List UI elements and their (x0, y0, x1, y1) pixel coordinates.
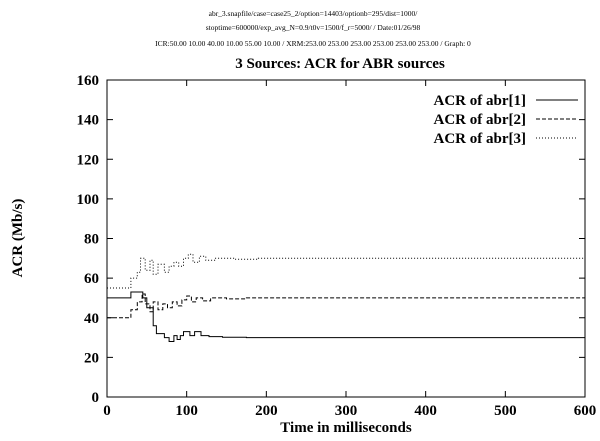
legend-label-abr-2: ACR of abr[2] (434, 112, 526, 128)
y-tick-label-140: 140 (77, 113, 100, 129)
series-lines (107, 253, 585, 342)
series-line-abr-3 (107, 253, 585, 289)
x-axis-label: Time in milliseconds (280, 420, 412, 436)
header-line-3: ICR:50.00 10.00 40.00 10.00 55.00 10.00 … (155, 39, 471, 48)
axis-ticks: 0 100 200 300 400 500 600 0 20 40 60 80 100 120 140 160 (77, 73, 597, 419)
header-line-1: abr_3.snapfile/case=case25_2/option=1440… (209, 9, 419, 18)
series-line-abr-1 (107, 291, 585, 342)
y-tick-label-60: 60 (84, 271, 99, 287)
chart-title: 3 Sources: ACR for ABR sources (235, 56, 445, 72)
header-line-2: stoptime=600000/exp_avg_N=0.9/t0v=1500/f… (206, 23, 421, 32)
y-tick-label-80: 80 (84, 232, 99, 248)
x-tick-label-500: 500 (494, 403, 517, 419)
x-tick-label-0: 0 (103, 403, 111, 419)
legend-label-abr-3: ACR of abr[3] (434, 131, 526, 147)
y-tick-label-100: 100 (77, 192, 100, 208)
legend: ACR of abr[1] ACR of abr[2] ACR of abr[3] (434, 93, 578, 147)
series-line-abr-2 (107, 293, 585, 319)
y-tick-label-20: 20 (84, 350, 99, 366)
y-tick-label-0: 0 (92, 390, 100, 406)
x-tick-label-300: 300 (335, 403, 358, 419)
x-tick-label-200: 200 (255, 403, 278, 419)
x-tick-label-400: 400 (414, 403, 437, 419)
y-tick-label-40: 40 (84, 311, 99, 327)
y-tick-label-120: 120 (77, 152, 100, 168)
legend-label-abr-1: ACR of abr[1] (434, 93, 526, 109)
y-tick-label-160: 160 (77, 73, 100, 89)
y-axis-label: ACR (Mb/s) (10, 199, 26, 278)
x-tick-label-100: 100 (175, 403, 198, 419)
x-tick-label-600: 600 (574, 403, 597, 419)
